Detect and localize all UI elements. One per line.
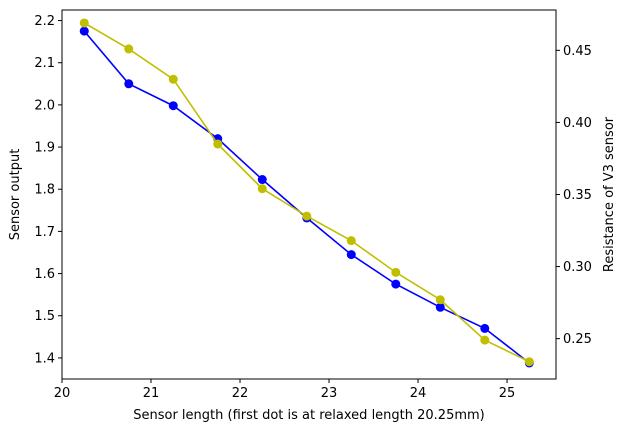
y2-tick-label: 0.40	[563, 116, 592, 131]
y-tick-label: 1.4	[34, 351, 55, 366]
y-tick-label: 1.9	[34, 141, 55, 156]
series-1-point	[346, 250, 356, 260]
series-2-point	[391, 267, 401, 277]
x-axis-title: Sensor length (first dot is at relaxed l…	[133, 408, 485, 423]
y-axis-title: Sensor output	[8, 149, 23, 241]
y-tick-label: 1.7	[34, 225, 55, 240]
x-tick-label: 22	[232, 386, 249, 401]
y2-tick-label: 0.25	[563, 332, 592, 347]
series-1-point	[435, 302, 445, 312]
series-1-point	[257, 175, 267, 185]
series-2-point	[168, 74, 178, 84]
series-2-line	[83, 22, 530, 363]
y-tick-label: 2.1	[34, 56, 55, 71]
series-2-point	[480, 335, 490, 345]
series-1-point	[391, 279, 401, 289]
x-tick-label: 23	[321, 386, 338, 401]
series-1-point	[79, 26, 89, 36]
series-2-point	[435, 295, 445, 305]
x-tick-label: 21	[143, 386, 160, 401]
series-2-point	[302, 211, 312, 221]
y2-tick-label: 0.45	[563, 44, 592, 59]
series-2-point	[213, 139, 223, 149]
series-2-point	[124, 44, 134, 54]
y2-tick-label: 0.35	[563, 188, 592, 203]
x-tick-label: 24	[410, 386, 427, 401]
series-1-point	[168, 101, 178, 111]
series-2-point	[346, 236, 356, 246]
plot-frame	[61, 9, 557, 380]
series-layer	[79, 18, 534, 368]
x-tick-label: 20	[54, 386, 71, 401]
x-tick-label: 25	[499, 386, 516, 401]
y-tick-label: 2.2	[34, 14, 55, 29]
series-1-point	[124, 79, 134, 89]
y-tick-label: 1.6	[34, 267, 55, 282]
y-tick-label: 1.5	[34, 309, 55, 324]
series-2-point	[79, 18, 89, 28]
series-1-point	[480, 323, 490, 333]
y-tick-label: 2.0	[34, 98, 55, 113]
axes-layer: 20 21 22 23 24 25 1.4 1.5 1.6 1.7 1.8 1.9 2.0 2.1 2.2 0…	[34, 14, 592, 401]
series-2-point	[257, 184, 267, 194]
series-2-point	[524, 357, 534, 367]
series-1-line	[83, 30, 530, 364]
y2-axis-title: Resistance of V3 sensor	[602, 116, 617, 272]
y2-tick-label: 0.30	[563, 260, 592, 275]
y-tick-label: 1.8	[34, 183, 55, 198]
